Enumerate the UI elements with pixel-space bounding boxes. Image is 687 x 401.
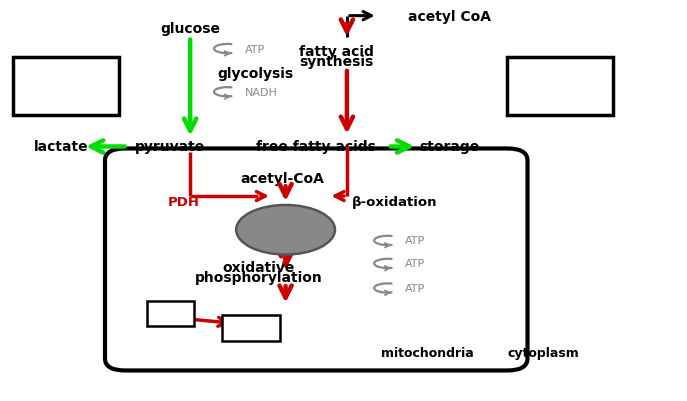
FancyBboxPatch shape	[105, 149, 528, 371]
Text: ATP: ATP	[245, 45, 265, 55]
Text: cycle: cycle	[267, 230, 304, 243]
Text: fatty acid: fatty acid	[300, 45, 374, 59]
Text: glucose: glucose	[160, 22, 220, 35]
Text: ATP: ATP	[405, 259, 425, 269]
Text: NADH: NADH	[245, 87, 278, 97]
Text: acetyl CoA: acetyl CoA	[408, 10, 491, 24]
Text: O₂: O₂	[161, 308, 179, 321]
Text: mitochondria: mitochondria	[381, 346, 474, 359]
Text: glycolysis: glycolysis	[217, 67, 293, 81]
FancyBboxPatch shape	[146, 302, 194, 327]
Ellipse shape	[236, 205, 335, 255]
Text: pyruvate: pyruvate	[135, 140, 205, 154]
Text: cytoplasm: cytoplasm	[507, 346, 578, 359]
Text: HIF-2: HIF-2	[534, 78, 587, 96]
Text: free fatty acids: free fatty acids	[256, 140, 376, 154]
Text: PDH: PDH	[168, 196, 199, 209]
Text: lactate: lactate	[34, 140, 88, 154]
FancyBboxPatch shape	[507, 58, 613, 115]
Text: phosphorylation: phosphorylation	[194, 271, 322, 285]
Text: ATP: ATP	[405, 236, 425, 246]
Text: oxidative: oxidative	[222, 261, 295, 275]
Text: ATP: ATP	[405, 283, 425, 293]
FancyBboxPatch shape	[13, 58, 119, 115]
Text: H₂O: H₂O	[236, 321, 266, 335]
Text: synthesis: synthesis	[300, 55, 374, 69]
Text: HIF-1: HIF-1	[39, 78, 93, 96]
Text: storage: storage	[419, 140, 480, 154]
Text: β-oxidation: β-oxidation	[352, 196, 438, 209]
FancyBboxPatch shape	[221, 315, 280, 341]
Text: acetyl-CoA: acetyl-CoA	[240, 172, 324, 186]
Text: TCA: TCA	[271, 217, 300, 229]
